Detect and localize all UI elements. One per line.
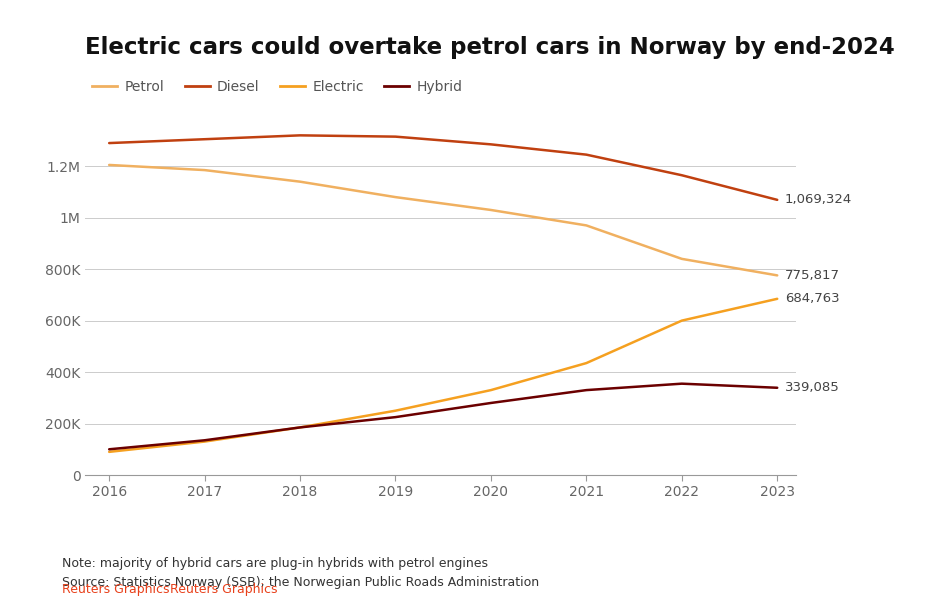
Text: 1,069,324: 1,069,324 bbox=[785, 193, 852, 206]
Text: Electric cars could overtake petrol cars in Norway by end-2024: Electric cars could overtake petrol cars… bbox=[85, 36, 895, 59]
Text: 775,817: 775,817 bbox=[785, 269, 840, 282]
Legend: Petrol, Diesel, Electric, Hybrid: Petrol, Diesel, Electric, Hybrid bbox=[92, 80, 463, 94]
Text: Note: majority of hybrid cars are plug-in hybrids with petrol engines: Note: majority of hybrid cars are plug-i… bbox=[62, 557, 487, 570]
Text: 684,763: 684,763 bbox=[785, 292, 840, 305]
Text: Reuters Graphics: Reuters Graphics bbox=[166, 583, 278, 596]
Text: Source: Statistics Norway (SSB); the Norwegian Public Roads Administration: Source: Statistics Norway (SSB); the Nor… bbox=[62, 576, 538, 588]
Text: 339,085: 339,085 bbox=[785, 381, 840, 394]
Text: Reuters Graphics: Reuters Graphics bbox=[62, 583, 169, 596]
